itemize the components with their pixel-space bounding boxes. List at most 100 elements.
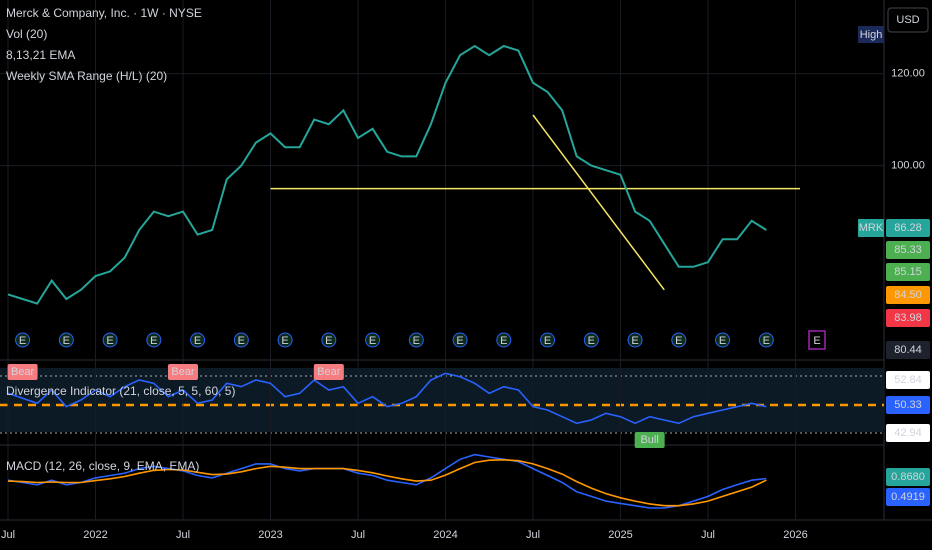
series-line bbox=[7, 44, 767, 305]
series-line bbox=[7, 453, 767, 509]
earnings-label: E bbox=[281, 335, 288, 347]
scale-tag: 0.8680 bbox=[891, 471, 925, 483]
scale-tag: 83.98 bbox=[894, 312, 922, 324]
earnings-label: E bbox=[763, 335, 770, 347]
x-tick-label: 2023 bbox=[258, 529, 282, 541]
scale-tag: 85.15 bbox=[894, 266, 922, 278]
currency-button[interactable] bbox=[887, 7, 929, 33]
indicator-legend: Vol (20) bbox=[6, 27, 47, 41]
earnings-label: E bbox=[369, 335, 376, 347]
series-line bbox=[7, 372, 767, 425]
earnings-label: E bbox=[19, 335, 26, 347]
x-tick-label: 2025 bbox=[608, 529, 632, 541]
x-tick-label: Jul bbox=[351, 529, 365, 541]
earnings-marker bbox=[583, 332, 599, 348]
signal-label-bg bbox=[167, 364, 198, 380]
scale-tag: 50.33 bbox=[894, 399, 922, 411]
scale-tag-bg bbox=[886, 488, 930, 506]
signal-label: Bear bbox=[11, 366, 35, 378]
earnings-marker bbox=[146, 332, 162, 348]
y-tick-label: 100.00 bbox=[891, 160, 925, 172]
scale-tag-bg bbox=[886, 286, 930, 304]
earnings-marker bbox=[58, 332, 74, 348]
earnings-label: E bbox=[238, 335, 245, 347]
earnings-marker bbox=[233, 332, 249, 348]
scale-tag-bg bbox=[886, 371, 930, 389]
series-line bbox=[7, 458, 767, 507]
earnings-label: E bbox=[631, 335, 638, 347]
earnings-label: E bbox=[544, 335, 551, 347]
x-tick-label: Jul bbox=[526, 529, 540, 541]
oscillator-band bbox=[0, 368, 884, 432]
indicator-legend: 8,13,21 EMA bbox=[6, 48, 75, 62]
scale-tag-bg bbox=[886, 241, 930, 259]
earnings-marker bbox=[190, 332, 206, 348]
signal-label: Bear bbox=[317, 366, 341, 378]
earnings-marker bbox=[102, 332, 118, 348]
earnings-label: E bbox=[588, 335, 595, 347]
indicator-legend: MACD (12, 26, close, 9, EMA, EMA) bbox=[6, 459, 199, 473]
symbol-tag-bg bbox=[858, 219, 884, 237]
scale-tag-bg bbox=[886, 219, 930, 237]
earnings-label: E bbox=[456, 335, 463, 347]
scale-tag-bg bbox=[886, 468, 930, 486]
earnings-label: E bbox=[325, 335, 332, 347]
high-tag: High bbox=[860, 29, 883, 41]
indicator-legend: Divergence Indicator (21, close, 5, 5, 6… bbox=[6, 384, 235, 398]
earnings-label: E bbox=[150, 335, 157, 347]
earnings-label: E bbox=[500, 335, 507, 347]
x-tick-label: Jul bbox=[1, 529, 15, 541]
earnings-label: E bbox=[413, 335, 420, 347]
earnings-label: E bbox=[719, 335, 726, 347]
scale-tag: 0.4919 bbox=[891, 491, 925, 503]
scale-tag-bg bbox=[886, 263, 930, 281]
scale-tag: 85.33 bbox=[894, 244, 922, 256]
x-tick-label: Jul bbox=[701, 529, 715, 541]
signal-label: Bear bbox=[171, 366, 195, 378]
earnings-label: E bbox=[194, 335, 201, 347]
x-tick-label: Jul bbox=[176, 529, 190, 541]
scale-tag: 86.28 bbox=[894, 222, 922, 234]
signal-label-bg bbox=[634, 432, 665, 448]
symbol-legend: Merck & Company, Inc. · 1W · NYSE bbox=[6, 6, 202, 20]
plot-layer: E E E E E E E E E E E E E E E E E E Bear Bear Bear Bull bbox=[0, 0, 884, 520]
scale-tag: 80.44 bbox=[894, 344, 922, 356]
x-tick-label: 2026 bbox=[783, 529, 807, 541]
scale-tag-bg bbox=[886, 341, 930, 359]
signal-label: Bull bbox=[640, 434, 658, 446]
scale-tag-bg bbox=[886, 309, 930, 327]
earnings-marker bbox=[408, 332, 424, 348]
earnings-marker bbox=[321, 332, 337, 348]
x-tick-label: 2022 bbox=[83, 529, 107, 541]
symbol-tag: MRK bbox=[859, 222, 884, 234]
scale-tag: 42.94 bbox=[894, 427, 922, 439]
high-tag-bg bbox=[858, 26, 884, 43]
currency-label[interactable]: USD bbox=[896, 14, 919, 26]
scale-tag-bg bbox=[886, 396, 930, 414]
indicator-legend: Weekly SMA Range (H/L) (20) bbox=[6, 69, 167, 83]
earnings-marker bbox=[715, 332, 731, 348]
signal-label-bg bbox=[313, 364, 344, 380]
future-earnings[interactable]: E bbox=[813, 335, 820, 347]
earnings-label: E bbox=[106, 335, 113, 347]
trend-line bbox=[532, 114, 665, 291]
earnings-label: E bbox=[63, 335, 70, 347]
scale-tag: 84.50 bbox=[894, 289, 922, 301]
earnings-marker bbox=[15, 332, 31, 348]
earnings-marker bbox=[452, 332, 468, 348]
earnings-marker bbox=[671, 332, 687, 348]
future-earnings-box[interactable] bbox=[808, 330, 826, 350]
earnings-label: E bbox=[675, 335, 682, 347]
earnings-marker bbox=[627, 332, 643, 348]
earnings-marker bbox=[540, 332, 556, 348]
earnings-marker bbox=[277, 332, 293, 348]
earnings-marker bbox=[758, 332, 774, 348]
scale-tag: 52.84 bbox=[894, 374, 922, 386]
earnings-marker bbox=[365, 332, 381, 348]
earnings-marker bbox=[496, 332, 512, 348]
signal-label-bg bbox=[7, 364, 38, 380]
scale-tag-bg bbox=[886, 424, 930, 442]
